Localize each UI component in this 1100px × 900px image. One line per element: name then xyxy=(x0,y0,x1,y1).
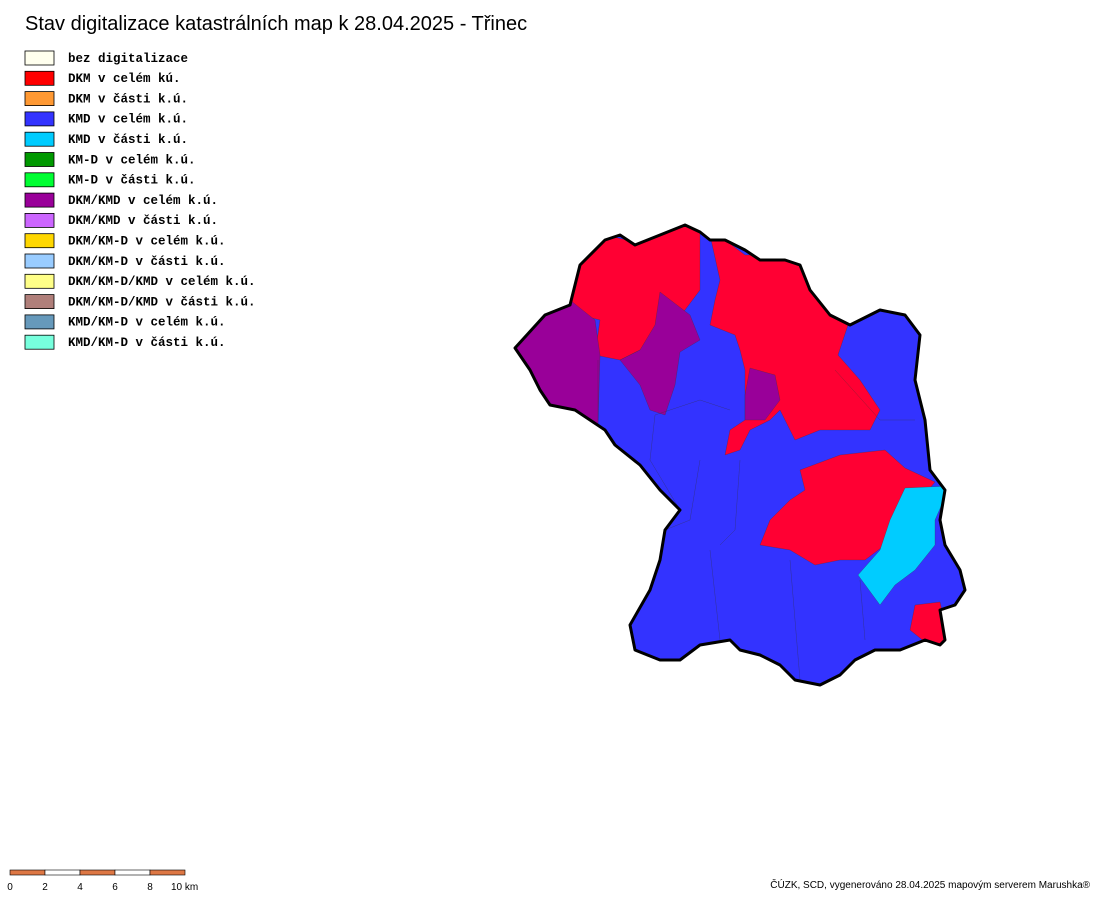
legend-swatch xyxy=(24,212,55,228)
map-title: Stav digitalizace katastrálních map k 28… xyxy=(25,13,527,35)
legend-swatch xyxy=(24,253,55,269)
scale-label: 4 xyxy=(77,882,83,893)
scale-label: 8 xyxy=(147,882,153,893)
legend-label: DKM/KM-D/KMD v celém k.ú. xyxy=(68,275,256,289)
legend-label: DKM/KM-D/KMD v části k.ú. xyxy=(68,295,256,309)
legend-label: KMD/KM-D v celém k.ú. xyxy=(68,316,226,330)
legend-label: KMD/KM-D v části k.ú. xyxy=(68,336,226,350)
legend-swatch xyxy=(24,172,55,188)
legend-label: DKM v celém kú. xyxy=(68,72,181,86)
legend-swatch xyxy=(24,50,55,66)
map xyxy=(513,223,967,687)
legend-label: DKM/KM-D v celém k.ú. xyxy=(68,234,226,248)
credit: ČÚZK, SCD, vygenerováno 28.04.2025 mapov… xyxy=(770,878,1090,891)
legend-swatch xyxy=(24,334,55,350)
legend-swatch xyxy=(24,70,55,86)
scale-segment xyxy=(114,869,151,876)
legend-swatch xyxy=(24,152,55,167)
scale-label: 10 km xyxy=(171,882,198,893)
legend-swatch xyxy=(24,111,55,127)
legend-swatch xyxy=(24,314,55,330)
legend-label: KM-D v celém k.ú. xyxy=(68,153,196,167)
scale-label: 0 xyxy=(7,882,13,893)
region-dkm-kmd xyxy=(619,291,701,416)
inner-border xyxy=(597,360,915,681)
legend-swatch xyxy=(24,192,55,208)
scale-segment xyxy=(149,869,186,876)
region-dkm xyxy=(759,449,936,566)
legend-label: DKM/KMD v části k.ú. xyxy=(68,214,218,228)
legend-swatch xyxy=(24,233,55,249)
legend-label: DKM/KM-D v části k.ú. xyxy=(68,255,226,269)
scale-segment xyxy=(9,869,46,876)
legend-swatch xyxy=(24,131,55,147)
legend-label: DKM v části k.ú. xyxy=(68,92,188,106)
scale-bar: 0 2 4 6 8 10 km xyxy=(7,869,198,893)
legend-label: KMD v části k.ú. xyxy=(68,133,188,147)
legend-label: DKM/KMD v celém k.ú. xyxy=(68,194,218,208)
region-kmd-part xyxy=(857,485,951,606)
legend-swatch xyxy=(24,273,55,289)
scale-segment xyxy=(79,869,116,876)
region-dkm-kmd xyxy=(744,367,781,421)
legend-label: bez digitalizace xyxy=(68,52,188,66)
legend-label: KMD v celém k.ú. xyxy=(68,113,188,127)
legend-label: KM-D v části k.ú. xyxy=(68,174,196,188)
legend-swatch xyxy=(24,294,55,310)
scale-label: 6 xyxy=(112,882,118,893)
scale-label: 2 xyxy=(42,882,48,893)
legend-swatch xyxy=(24,91,55,106)
legend: bez digitalizace DKM v celém kú. DKM v čás… xyxy=(24,50,256,350)
scale-segment xyxy=(44,869,81,876)
